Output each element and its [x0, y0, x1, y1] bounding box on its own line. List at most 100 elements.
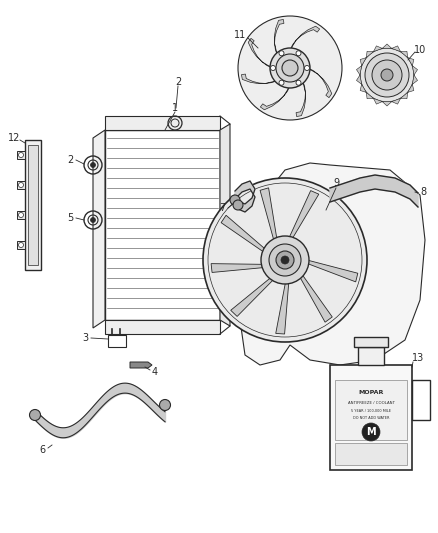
Polygon shape	[105, 320, 220, 334]
Circle shape	[360, 48, 414, 102]
Text: 11: 11	[234, 30, 246, 40]
Polygon shape	[276, 281, 289, 334]
Text: 10: 10	[414, 45, 426, 55]
Text: 2: 2	[67, 155, 73, 165]
Text: 7: 7	[219, 203, 225, 213]
Circle shape	[372, 60, 402, 90]
Polygon shape	[358, 347, 384, 365]
Polygon shape	[211, 264, 264, 272]
Circle shape	[276, 54, 304, 82]
Text: MOPAR: MOPAR	[358, 391, 384, 395]
Polygon shape	[357, 75, 362, 84]
Text: 5: 5	[67, 213, 73, 223]
Polygon shape	[330, 175, 418, 207]
Circle shape	[282, 60, 298, 76]
Polygon shape	[300, 274, 332, 322]
Polygon shape	[360, 58, 366, 66]
Polygon shape	[400, 51, 408, 58]
Polygon shape	[335, 380, 407, 440]
Circle shape	[270, 48, 310, 88]
Circle shape	[203, 178, 367, 342]
Circle shape	[238, 16, 342, 120]
Polygon shape	[296, 78, 306, 117]
Polygon shape	[392, 99, 400, 104]
Circle shape	[230, 195, 240, 205]
Text: 4: 4	[152, 367, 158, 377]
Circle shape	[18, 182, 24, 188]
Text: DO NOT ADD WATER: DO NOT ADD WATER	[353, 416, 389, 420]
Polygon shape	[374, 46, 382, 52]
Polygon shape	[105, 116, 220, 130]
Polygon shape	[17, 151, 25, 159]
Polygon shape	[360, 84, 366, 92]
Text: ANTIFREEZE / COOLANT: ANTIFREEZE / COOLANT	[348, 401, 395, 405]
Polygon shape	[221, 215, 266, 253]
Circle shape	[269, 244, 301, 276]
Polygon shape	[290, 26, 320, 53]
Polygon shape	[220, 124, 230, 326]
Circle shape	[91, 217, 95, 222]
Text: 8: 8	[420, 187, 426, 197]
Polygon shape	[17, 181, 25, 189]
Circle shape	[279, 80, 284, 85]
Polygon shape	[248, 38, 275, 68]
Polygon shape	[366, 51, 374, 58]
Polygon shape	[392, 46, 400, 52]
Circle shape	[18, 213, 24, 217]
Circle shape	[29, 409, 40, 421]
Polygon shape	[330, 365, 412, 470]
Circle shape	[381, 69, 393, 81]
Polygon shape	[412, 66, 417, 75]
Polygon shape	[305, 68, 332, 98]
Polygon shape	[28, 145, 38, 265]
Text: 9: 9	[333, 178, 339, 188]
Polygon shape	[130, 362, 152, 368]
Polygon shape	[235, 181, 255, 212]
Circle shape	[276, 251, 294, 269]
Text: M: M	[366, 427, 376, 437]
Circle shape	[261, 236, 309, 284]
Text: 12: 12	[8, 133, 20, 143]
Polygon shape	[25, 140, 41, 270]
Text: 6: 6	[39, 445, 45, 455]
Polygon shape	[374, 99, 382, 104]
Polygon shape	[93, 130, 105, 328]
Circle shape	[296, 51, 301, 56]
Polygon shape	[260, 83, 290, 110]
Polygon shape	[382, 102, 392, 106]
Polygon shape	[260, 188, 277, 241]
Polygon shape	[357, 66, 362, 75]
Polygon shape	[335, 443, 407, 465]
Text: 1: 1	[172, 103, 178, 113]
Circle shape	[296, 80, 301, 85]
Text: 3: 3	[82, 333, 88, 343]
Text: 5 YEAR / 100,000 MILE: 5 YEAR / 100,000 MILE	[351, 409, 391, 413]
Circle shape	[159, 400, 170, 410]
Polygon shape	[382, 44, 392, 49]
Polygon shape	[400, 92, 408, 99]
Circle shape	[279, 51, 284, 56]
Circle shape	[233, 200, 243, 210]
Circle shape	[91, 163, 95, 167]
Circle shape	[281, 256, 289, 264]
Circle shape	[362, 423, 380, 441]
Polygon shape	[354, 337, 388, 347]
Circle shape	[18, 152, 24, 157]
Circle shape	[18, 243, 24, 247]
Polygon shape	[307, 260, 358, 282]
Polygon shape	[408, 84, 414, 92]
Polygon shape	[366, 92, 374, 99]
Circle shape	[304, 66, 310, 70]
Polygon shape	[275, 19, 284, 58]
Text: 13: 13	[412, 353, 424, 363]
Polygon shape	[17, 241, 25, 249]
Circle shape	[271, 66, 276, 70]
Polygon shape	[240, 163, 425, 365]
Polygon shape	[408, 58, 414, 66]
Polygon shape	[231, 277, 274, 317]
Polygon shape	[241, 74, 279, 84]
Circle shape	[365, 53, 409, 97]
Polygon shape	[412, 75, 417, 84]
Polygon shape	[17, 211, 25, 219]
Polygon shape	[289, 191, 319, 239]
